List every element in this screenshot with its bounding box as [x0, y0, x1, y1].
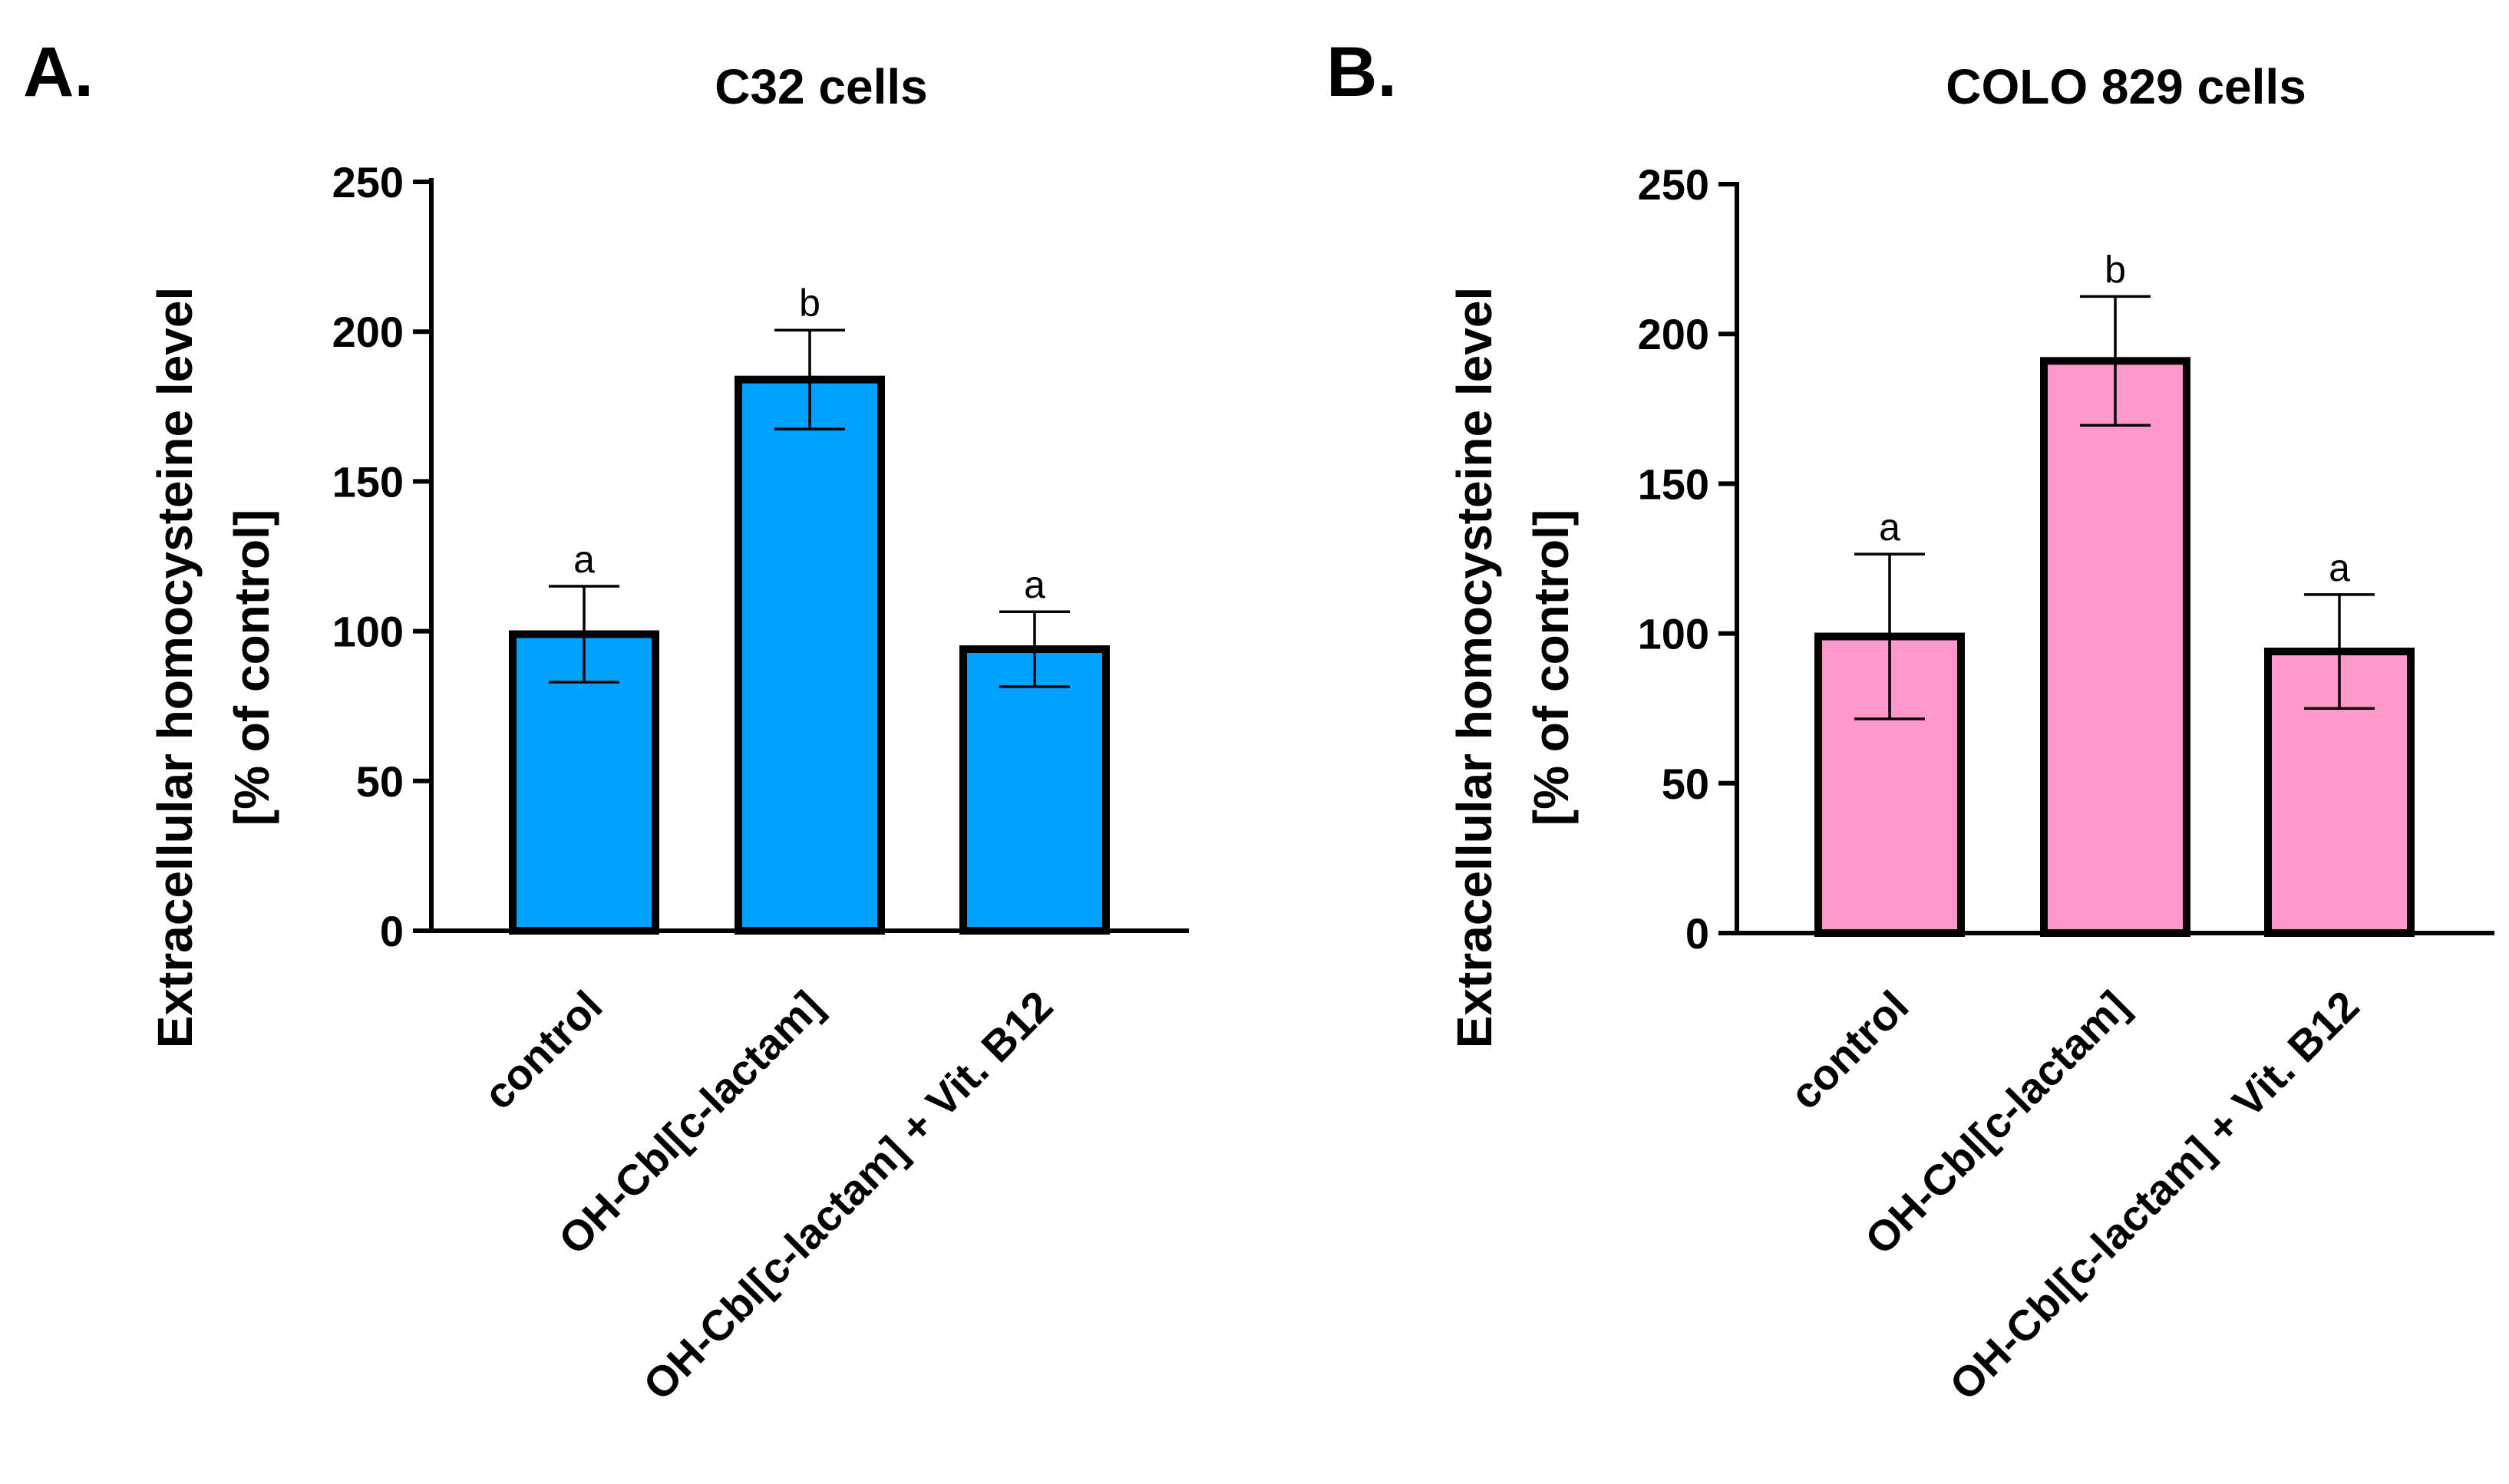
y-tick-label: 250 — [1638, 160, 1709, 209]
panel-letter: A. — [23, 33, 94, 111]
bar — [2040, 357, 2190, 937]
bars: a b a — [509, 282, 1110, 935]
bars: a b a — [1814, 248, 2415, 938]
y-ticks: 0 50 100 150 200 250 — [1638, 160, 1737, 958]
y-tick-label: 100 — [332, 608, 404, 656]
category-label: OH-Cbl[c-lactam] + Vit. B12 — [634, 981, 1062, 1410]
category-label: control — [1781, 981, 1918, 1119]
significance-letter: a — [1024, 563, 1045, 606]
significance-letter: a — [573, 538, 595, 581]
significance-letter: b — [799, 282, 820, 325]
y-tick-label: 100 — [1638, 610, 1709, 658]
panel-a-chart: A. C32 cells Extracellular homocysteine … — [23, 33, 1189, 1410]
y-tick-label: 200 — [332, 308, 404, 356]
y-tick-label: 200 — [1638, 310, 1709, 358]
y-tick-label: 150 — [332, 457, 404, 506]
significance-letter: a — [1879, 506, 1900, 549]
y-axis-label-line1: Extracellular homocysteine level — [1447, 287, 1502, 1048]
y-tick-label: 50 — [1662, 760, 1709, 808]
category-labels: controlOH-Cbl[c-lactam]OH-Cbl[c-lactam] … — [474, 981, 1062, 1410]
panel-b-chart: B. COLO 829 cells Extracellular homocyst… — [1326, 33, 2494, 1410]
chart-title: COLO 829 cells — [1946, 59, 2306, 114]
category-label: control — [474, 981, 612, 1119]
panel-letter: B. — [1326, 33, 1397, 111]
bar — [959, 645, 1110, 935]
category-label: OH-Cbl[c-lactam] + Vit. B12 — [1940, 981, 2369, 1410]
category-labels: controlOH-Cbl[c-lactam]OH-Cbl[c-lactam] … — [1781, 981, 2369, 1410]
chart-title: C32 cells — [715, 59, 928, 114]
y-axis-label-line2: [% of control] — [224, 510, 279, 826]
y-tick-label: 150 — [1638, 460, 1709, 508]
significance-letter: a — [2329, 546, 2350, 589]
bar — [509, 630, 659, 935]
y-tick-label: 250 — [332, 158, 404, 206]
y-tick-label: 50 — [356, 757, 404, 806]
y-ticks: 0 50 100 150 200 250 — [332, 158, 431, 955]
y-axis-label-line2: [% of control] — [1524, 510, 1579, 826]
y-axis-label-line1: Extracellular homocysteine level — [147, 287, 203, 1048]
y-tick-label: 0 — [380, 907, 404, 955]
y-tick-label: 0 — [1685, 909, 1709, 958]
bar — [735, 375, 885, 935]
significance-letter: b — [2105, 248, 2126, 291]
